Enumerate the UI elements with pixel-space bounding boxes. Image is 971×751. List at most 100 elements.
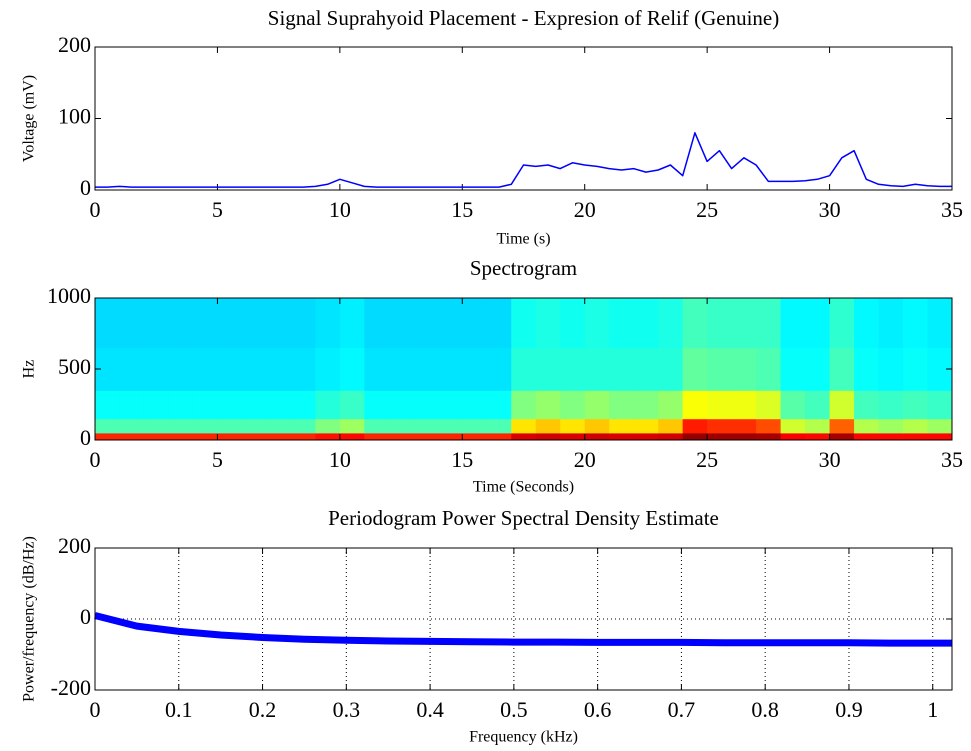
heat-cell <box>192 347 218 391</box>
heat-cell <box>339 418 365 434</box>
heat-cell <box>658 298 684 349</box>
heat-cell <box>854 347 880 391</box>
x-tick-label: 30 <box>819 197 841 222</box>
heat-cell <box>437 347 463 391</box>
heat-cell <box>756 298 782 349</box>
heat-cell <box>560 432 586 441</box>
heat-cell <box>364 347 390 391</box>
heat-cell <box>658 347 684 391</box>
heat-cell <box>707 432 733 441</box>
heat-cell <box>95 390 120 420</box>
heat-cell <box>535 347 561 391</box>
heat-cell <box>290 347 316 391</box>
x-tick-label: 0 <box>90 197 101 222</box>
heat-cell <box>609 432 635 441</box>
heat-cell <box>462 432 488 441</box>
heat-cell <box>878 418 904 434</box>
heat-cell <box>780 347 806 391</box>
heat-cell <box>315 418 341 434</box>
heat-cell <box>707 298 733 349</box>
y-tick-label: 100 <box>58 104 91 129</box>
heat-cell <box>388 418 414 434</box>
heat-cell <box>560 347 586 391</box>
heat-cell <box>192 432 218 441</box>
heat-cell <box>388 347 414 391</box>
heat-cell <box>584 347 610 391</box>
data-line <box>95 132 952 188</box>
heat-cell <box>290 432 316 441</box>
heat-cell <box>780 418 806 434</box>
y-axis-label: Power/frequency (dB/Hz) <box>21 536 38 702</box>
y-tick-label: 500 <box>58 354 91 379</box>
heat-cell <box>756 418 782 434</box>
heat-cell <box>486 432 512 441</box>
heat-cell <box>413 298 439 349</box>
axes-box <box>94 547 953 691</box>
heat-cell <box>217 432 243 441</box>
heat-cell <box>119 390 145 420</box>
heat-cell <box>829 418 855 434</box>
heat-cell <box>609 390 635 420</box>
heat-cell <box>609 347 635 391</box>
heat-cell <box>511 347 537 391</box>
heat-cell <box>731 390 757 420</box>
x-tick-label: 25 <box>696 197 718 222</box>
heat-cell <box>927 390 953 420</box>
heat-cell <box>658 390 684 420</box>
heat-cell <box>927 418 953 434</box>
heat-cell <box>633 432 659 441</box>
x-tick-label: 30 <box>819 447 841 472</box>
heat-cell <box>388 298 414 349</box>
x-tick-label: 15 <box>451 197 473 222</box>
x-tick-label: 20 <box>574 447 596 472</box>
x-tick-label: 0.5 <box>500 697 528 722</box>
heat-cell <box>780 390 806 420</box>
heat-cell <box>95 432 120 441</box>
x-tick-label: 10 <box>329 197 351 222</box>
heat-cell <box>413 347 439 391</box>
x-tick-label: 0.9 <box>835 697 863 722</box>
heat-cell <box>388 432 414 441</box>
subplot: Signal Suprahyoid Placement - Expresion … <box>21 6 963 248</box>
x-tick-label: 0.8 <box>751 697 779 722</box>
heat-cell <box>584 418 610 434</box>
x-tick-label: 0.2 <box>249 697 277 722</box>
heat-cell <box>119 347 145 391</box>
heat-cell <box>584 298 610 349</box>
heat-cell <box>217 298 243 349</box>
x-tick-label: 10 <box>329 447 351 472</box>
y-tick-label: 200 <box>58 32 91 57</box>
heat-cell <box>168 432 194 441</box>
heat-cell <box>388 390 414 420</box>
heat-cell <box>192 418 218 434</box>
heat-cell <box>241 298 267 349</box>
heat-cell <box>315 298 341 349</box>
heat-cell <box>486 347 512 391</box>
heat-cell <box>511 418 537 434</box>
heat-cell <box>364 432 390 441</box>
y-tick-label: 0 <box>80 604 91 629</box>
x-tick-label: 0.3 <box>333 697 361 722</box>
heat-cell <box>707 418 733 434</box>
heat-cell <box>633 390 659 420</box>
heat-cell <box>339 432 365 441</box>
heat-cell <box>829 298 855 349</box>
heat-cell <box>535 390 561 420</box>
heat-cell <box>266 298 292 349</box>
subplot-title: Signal Suprahyoid Placement - Expresion … <box>268 6 779 30</box>
heat-cell <box>903 298 929 349</box>
heat-cell <box>731 432 757 441</box>
x-tick-label: 20 <box>574 197 596 222</box>
heat-cell <box>854 418 880 434</box>
data-line <box>94 612 952 647</box>
y-axis-label: Hz <box>21 360 38 379</box>
heat-cell <box>290 418 316 434</box>
x-axis-label: Time (Seconds) <box>473 479 574 496</box>
heat-cell <box>756 390 782 420</box>
plot-area <box>95 47 952 190</box>
heat-cell <box>682 432 708 441</box>
heat-cell <box>854 390 880 420</box>
x-tick-label: 25 <box>696 447 718 472</box>
heat-cell <box>143 298 169 349</box>
heat-cell <box>805 347 831 391</box>
